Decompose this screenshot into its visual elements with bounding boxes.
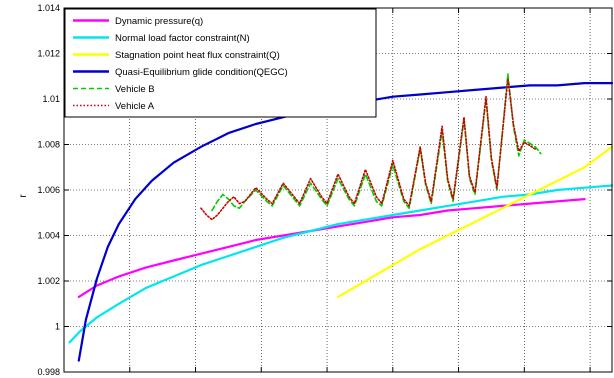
y-tick-label: 1.012 xyxy=(37,49,60,59)
y-tick-label: 1.008 xyxy=(37,140,60,150)
legend-box xyxy=(64,8,377,118)
legend-label-3: Quasi-Equilibrium glide condition(QEGC) xyxy=(115,67,288,78)
series-line-1 xyxy=(68,184,614,344)
series-line-5 xyxy=(200,77,537,221)
y-axis-label: r xyxy=(18,194,29,198)
series-line-2 xyxy=(336,145,614,298)
y-tick-label: 1.006 xyxy=(37,185,60,195)
series-line-0 xyxy=(77,198,586,298)
y-tick-label: 1.002 xyxy=(37,276,60,286)
legend-label-2: Stagnation point heat flux constraint(Q) xyxy=(115,50,280,61)
legend-label-0: Dynamic pressure(q) xyxy=(115,16,203,27)
y-tick-label: 1 xyxy=(55,322,60,332)
legend: Dynamic pressure(q) Normal load factor co… xyxy=(64,8,377,118)
y-tick-label: 0.998 xyxy=(37,367,60,377)
legend-label-5: Vehicle A xyxy=(115,101,155,112)
legend-label-4: Vehicle B xyxy=(115,84,155,95)
axis-ticks: 0.998 1 1.002 1.004 1.006 1.008 1.01 1.012 1.014 xyxy=(37,3,612,377)
y-tick-label: 1.014 xyxy=(37,3,60,13)
legend-label-1: Normal load factor constraint(N) xyxy=(115,33,250,44)
y-tick-label: 1.004 xyxy=(37,231,60,241)
y-tick-label: 1.01 xyxy=(42,94,60,104)
